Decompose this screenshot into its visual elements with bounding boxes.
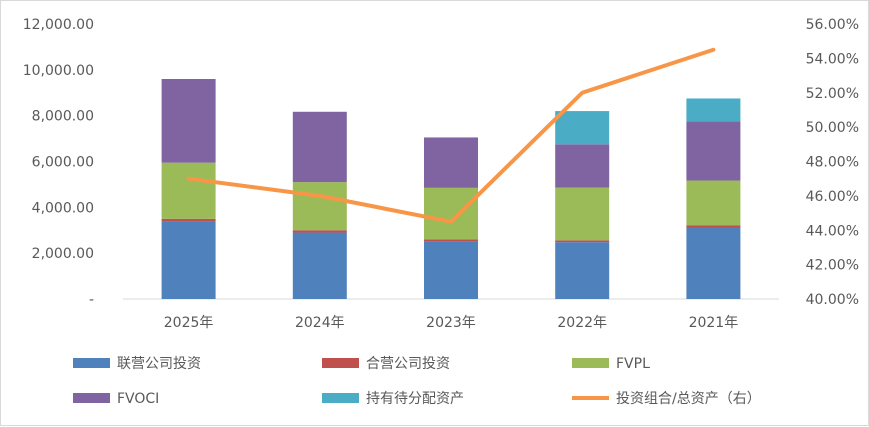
bar-segment xyxy=(555,187,610,241)
bar-segment xyxy=(161,221,216,299)
bar-segment xyxy=(161,79,216,163)
right-tick-label: 42.00% xyxy=(806,258,859,274)
bar-segment xyxy=(424,187,478,240)
left-tick-label: 8,000.00 xyxy=(32,109,94,125)
category-label: 2025年 xyxy=(164,315,214,331)
bar-segment xyxy=(292,182,347,231)
bar-segment xyxy=(292,111,347,183)
bar-segment xyxy=(555,111,610,145)
right-tick-label: 52.00% xyxy=(806,86,859,102)
legend-swatch xyxy=(73,393,110,403)
bar-segment xyxy=(555,240,610,243)
legend-label: 投资组合/总资产（右） xyxy=(616,391,761,407)
left-tick-label: 10,000.00 xyxy=(23,63,94,79)
legend-item: 合营公司投资 xyxy=(322,356,450,372)
bar-segment xyxy=(292,230,347,233)
right-tick-label: 50.00% xyxy=(806,120,859,136)
legend-label: 持有待分配资产 xyxy=(366,391,464,407)
bar-segment xyxy=(424,241,478,299)
category-label: 2023年 xyxy=(426,315,476,331)
left-tick-label: 6,000.00 xyxy=(32,155,94,171)
left-tick-label: 2,000.00 xyxy=(32,246,94,262)
category-label: 2024年 xyxy=(295,315,345,331)
category-label: 2022年 xyxy=(557,315,607,331)
right-axis-ticks: 40.00% 42.00% 44.00% 46.00% 48.00% 50.00% 52.0… xyxy=(806,17,859,308)
bar-segment xyxy=(292,232,347,299)
category-labels: 2025年 2024年 2023年 2022年 2021年 xyxy=(164,315,738,331)
bar-segment xyxy=(555,144,610,188)
bar-segment xyxy=(686,121,741,181)
right-tick-label: 46.00% xyxy=(806,189,859,205)
legend-label: FVPL xyxy=(616,356,650,372)
left-tick-label: - xyxy=(89,292,94,308)
legend-swatch xyxy=(73,358,110,368)
bar-segment xyxy=(161,218,216,222)
bar-segment xyxy=(686,180,741,226)
line-series-path xyxy=(186,47,716,224)
bars xyxy=(161,79,741,299)
legend-swatch xyxy=(572,358,609,368)
legend-swatch xyxy=(322,358,359,368)
legend-label: 联营公司投资 xyxy=(117,356,201,372)
left-axis-ticks: - 2,000.00 4,000.00 6,000.00 8,000.00 10,000.… xyxy=(23,17,94,308)
right-tick-label: 40.00% xyxy=(806,292,859,308)
right-tick-label: 44.00% xyxy=(806,223,859,239)
bar-segment xyxy=(686,225,741,228)
legend-item: 联营公司投资 xyxy=(73,356,201,372)
legend-item: FVOCI xyxy=(73,391,159,407)
right-tick-label: 54.00% xyxy=(806,51,859,67)
legend-item: 投资组合/总资产（右） xyxy=(572,391,761,407)
legend-swatch xyxy=(322,393,359,403)
bar-segment xyxy=(686,98,741,122)
line-series xyxy=(186,47,716,224)
legend: 联营公司投资 合营公司投资 FVPL FVOCI 持有待分配资产 投资组合/总资产（右） xyxy=(73,356,761,407)
bar-segment xyxy=(424,239,478,242)
left-tick-label: 12,000.00 xyxy=(23,17,94,33)
right-tick-label: 56.00% xyxy=(806,17,859,33)
bar-segment xyxy=(555,242,610,299)
bar-segment xyxy=(161,162,216,219)
left-tick-label: 4,000.00 xyxy=(32,200,94,216)
bar-segment xyxy=(686,227,741,299)
legend-label: FVOCI xyxy=(117,391,159,407)
category-label: 2021年 xyxy=(689,315,739,331)
legend-item: 持有待分配资产 xyxy=(322,391,464,407)
right-tick-label: 48.00% xyxy=(806,155,859,171)
bar-segment xyxy=(424,137,478,188)
legend-label: 合营公司投资 xyxy=(366,356,450,372)
legend-item: FVPL xyxy=(572,356,650,372)
